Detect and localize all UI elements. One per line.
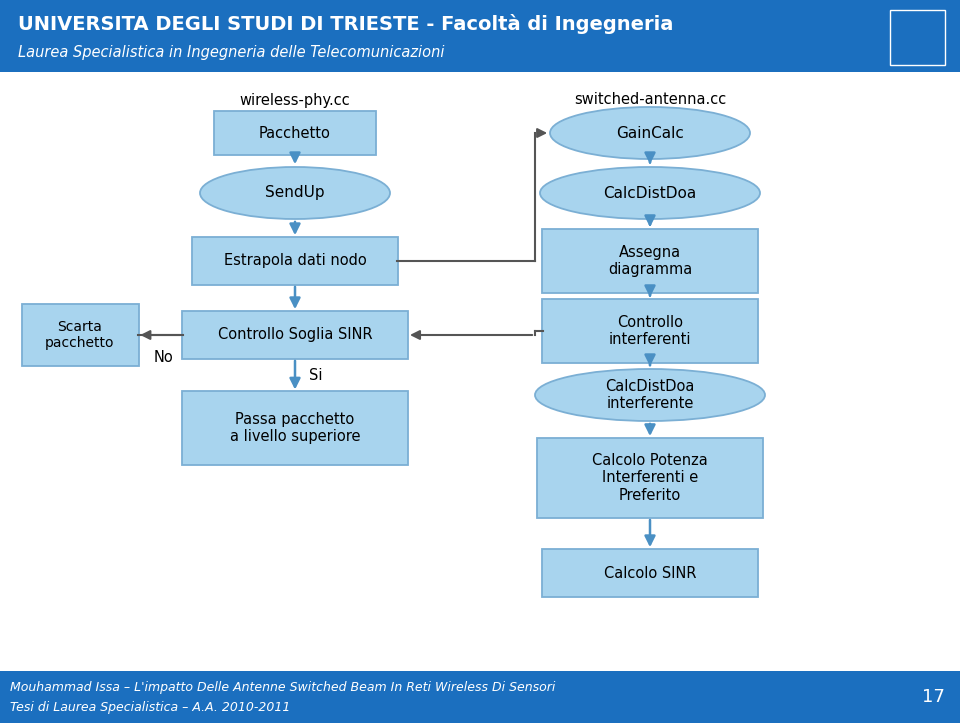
- Text: 17: 17: [923, 688, 945, 706]
- Text: SendUp: SendUp: [265, 186, 324, 200]
- Text: Controllo Soglia SINR: Controllo Soglia SINR: [218, 328, 372, 343]
- Text: Assegna
diagramma: Assegna diagramma: [608, 245, 692, 277]
- Text: UNIVERSITA DEGLI STUDI DI TRIESTE - Facoltà di Ingegneria: UNIVERSITA DEGLI STUDI DI TRIESTE - Faco…: [18, 14, 673, 34]
- Text: Mouhammad Issa – L'impatto Delle Antenne Switched Beam In Reti Wireless Di Senso: Mouhammad Issa – L'impatto Delle Antenne…: [10, 680, 556, 693]
- FancyBboxPatch shape: [541, 229, 758, 293]
- Text: Estrapola dati nodo: Estrapola dati nodo: [224, 254, 367, 268]
- FancyBboxPatch shape: [541, 549, 758, 597]
- FancyBboxPatch shape: [541, 299, 758, 363]
- FancyBboxPatch shape: [181, 391, 408, 465]
- FancyBboxPatch shape: [192, 237, 398, 285]
- Text: Calcolo Potenza
Interferenti e
Preferito: Calcolo Potenza Interferenti e Preferito: [592, 453, 708, 503]
- FancyBboxPatch shape: [214, 111, 375, 155]
- Ellipse shape: [550, 107, 750, 159]
- Text: Laurea Specialistica in Ingegneria delle Telecomunicazioni: Laurea Specialistica in Ingegneria delle…: [18, 45, 444, 59]
- Text: Scarta
pacchetto: Scarta pacchetto: [45, 320, 115, 350]
- Text: Controllo
interferenti: Controllo interferenti: [609, 315, 691, 347]
- Text: switched-antenna.cc: switched-antenna.cc: [574, 93, 726, 108]
- Text: Passa pacchetto
a livello superiore: Passa pacchetto a livello superiore: [229, 412, 360, 444]
- FancyBboxPatch shape: [537, 438, 763, 518]
- Text: CalcDistDoa
interferente: CalcDistDoa interferente: [606, 379, 695, 411]
- Ellipse shape: [540, 167, 760, 219]
- Text: wireless-phy.cc: wireless-phy.cc: [240, 93, 350, 108]
- Text: Si: Si: [309, 368, 323, 382]
- Text: GainCalc: GainCalc: [616, 126, 684, 140]
- Text: CalcDistDoa: CalcDistDoa: [604, 186, 697, 200]
- FancyBboxPatch shape: [181, 311, 408, 359]
- Text: Tesi di Laurea Specialistica – A.A. 2010-2011: Tesi di Laurea Specialistica – A.A. 2010…: [10, 701, 290, 714]
- Text: No: No: [154, 349, 174, 364]
- Text: Calcolo SINR: Calcolo SINR: [604, 565, 696, 581]
- FancyBboxPatch shape: [21, 304, 138, 366]
- Ellipse shape: [535, 369, 765, 421]
- Text: Pacchetto: Pacchetto: [259, 126, 331, 140]
- Bar: [0, 671, 960, 723]
- Ellipse shape: [200, 167, 390, 219]
- Bar: [0, 0, 960, 72]
- Bar: [890, 10, 945, 65]
